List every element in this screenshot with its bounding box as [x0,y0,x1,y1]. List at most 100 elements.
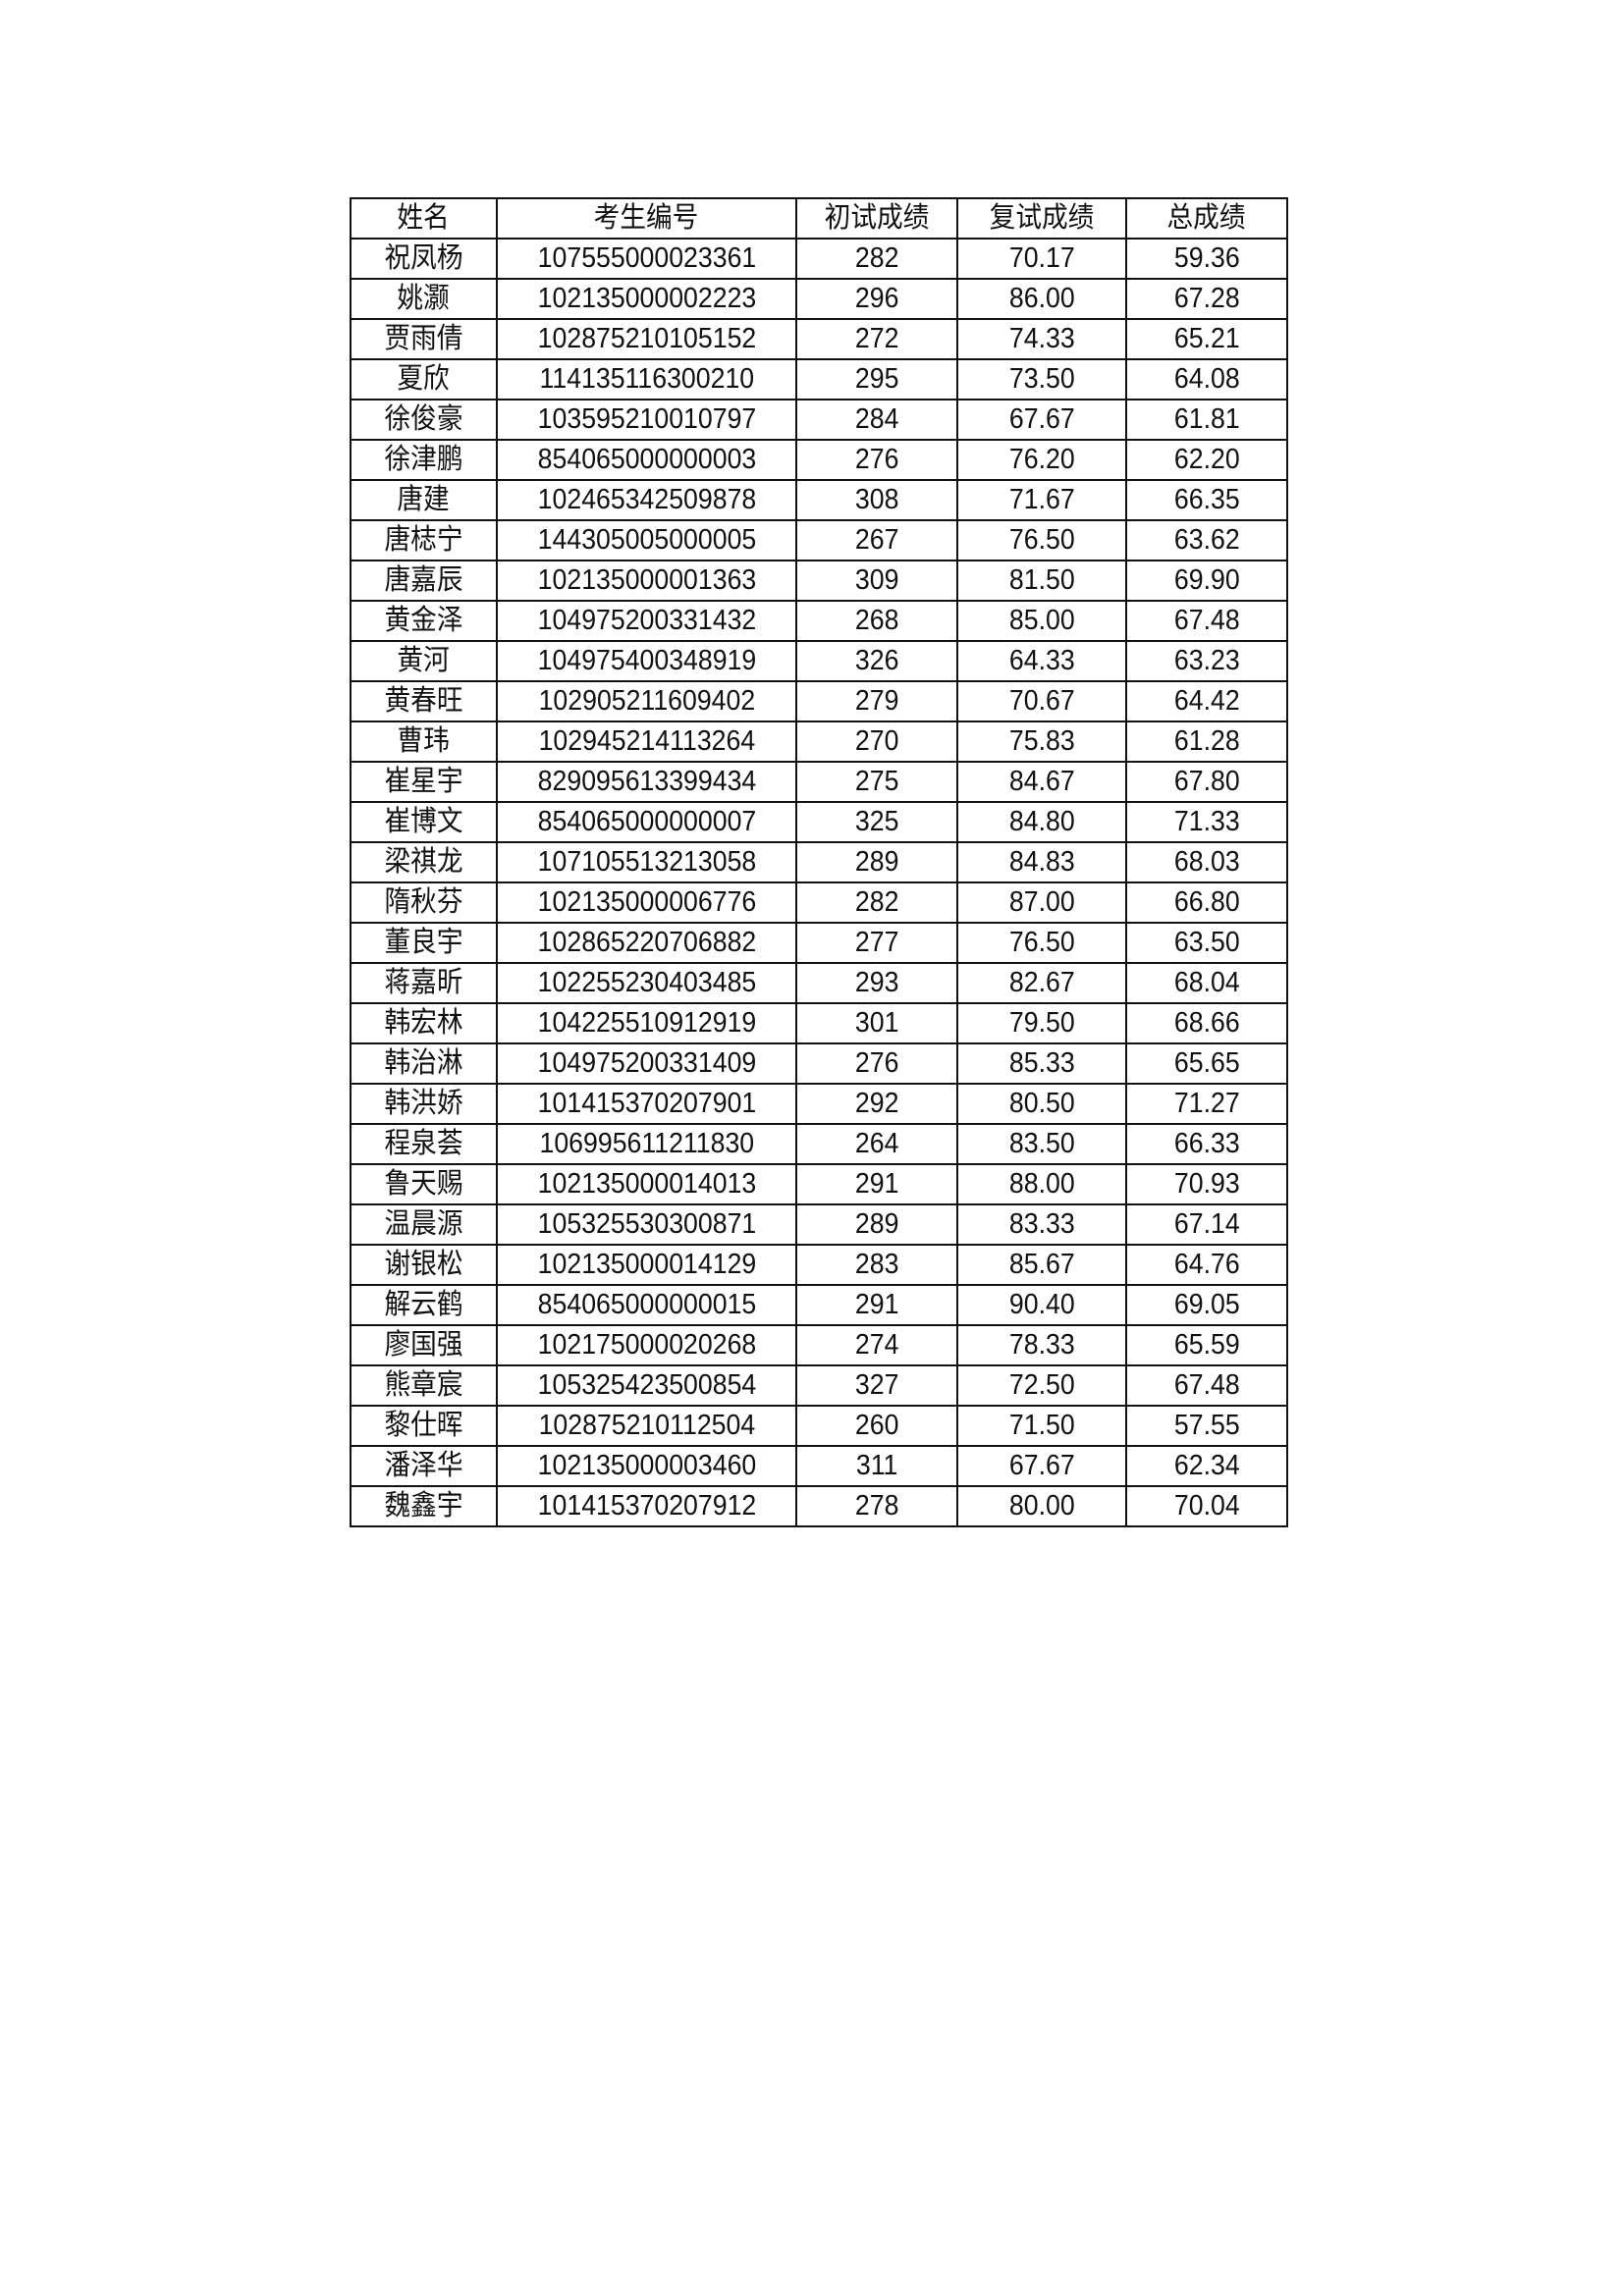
cell-value: 71.27 [1173,1088,1240,1119]
cell-value: 83.33 [1008,1208,1075,1240]
table-row: 鲁天赐 102135000014013 291 88.00 70.93 [350,1163,1288,1205]
cell-name: 梁祺龙 [350,841,498,883]
cell-initial-score: 270 [795,721,958,763]
cell-retest-score: 86.00 [956,278,1127,320]
table-row: 黄金泽 104975200331432 268 85.00 67.48 [350,600,1288,642]
cell-value: 熊章宸 [384,1369,463,1401]
cell-value: 104975200331409 [537,1047,756,1079]
cell-value: 65.21 [1173,323,1240,354]
cell-retest-score: 81.50 [956,560,1127,602]
cell-total-score: 67.28 [1125,278,1288,320]
cell-value: 854065000000003 [537,444,756,475]
cell-initial-score: 282 [795,881,958,924]
cell-value: 鲁天赐 [384,1168,463,1200]
cell-initial-score: 295 [795,358,958,400]
cell-value: 102905211609402 [538,685,755,717]
cell-retest-score: 80.50 [956,1083,1127,1125]
cell-exam-id: 144305005000005 [496,519,797,561]
cell-value: 76.50 [1008,524,1075,556]
cell-value: 唐梽宁 [384,524,463,556]
cell-value: 解云鹤 [384,1289,463,1320]
cell-name: 夏欣 [350,358,498,400]
cell-value: 61.81 [1173,403,1240,435]
table-row: 潘泽华 102135000003460 311 67.67 62.34 [350,1445,1288,1487]
cell-retest-score: 79.50 [956,1002,1127,1044]
cell-initial-score: 296 [795,278,958,320]
cell-exam-id: 102135000014129 [496,1244,797,1286]
cell-total-score: 65.59 [1125,1324,1288,1366]
cell-name: 唐建 [350,479,498,521]
cell-initial-score: 260 [795,1405,958,1447]
cell-exam-id: 107555000023361 [496,238,797,280]
cell-initial-score: 272 [795,318,958,360]
cell-initial-score: 267 [795,519,958,561]
cell-retest-score: 71.50 [956,1405,1127,1447]
cell-name: 黄金泽 [350,600,498,642]
table-row: 徐津鹏 854065000000003 276 76.20 62.20 [350,439,1288,481]
cell-initial-score: 289 [795,841,958,883]
cell-value: 70.04 [1173,1490,1240,1522]
table-row: 廖国强 102175000020268 274 78.33 65.59 [350,1324,1288,1366]
cell-total-score: 67.48 [1125,1364,1288,1407]
cell-value: 贾雨倩 [384,323,463,354]
cell-value: 韩宏林 [384,1007,463,1039]
cell-name: 黎仕晖 [350,1405,498,1447]
cell-value: 65.59 [1173,1329,1240,1361]
cell-value: 62.20 [1173,444,1240,475]
cell-total-score: 71.33 [1125,801,1288,843]
cell-value: 63.23 [1173,645,1240,676]
cell-value: 114135116300210 [539,363,754,395]
column-header-name: 姓名 [350,197,498,240]
cell-value: 85.67 [1008,1249,1075,1280]
cell-value: 102135000003460 [537,1450,756,1481]
cell-value: 102135000006776 [537,886,756,918]
cell-value: 284 [854,403,899,435]
cell-value: 67.48 [1173,1369,1240,1401]
cell-value: 144305005000005 [537,524,756,556]
cell-retest-score: 88.00 [956,1163,1127,1205]
cell-exam-id: 107105513213058 [496,841,797,883]
cell-initial-score: 276 [795,439,958,481]
cell-initial-score: 301 [795,1002,958,1044]
table-row: 温晨源 105325530300871 289 83.33 67.14 [350,1203,1288,1246]
cell-initial-score: 275 [795,761,958,803]
cell-exam-id: 102465342509878 [496,479,797,521]
cell-value: 102135000014013 [537,1168,756,1200]
cell-name: 祝凤杨 [350,238,498,280]
cell-value: 325 [854,806,899,837]
cell-retest-score: 90.40 [956,1284,1127,1326]
cell-exam-id: 101415370207912 [496,1485,797,1527]
cell-exam-id: 102135000014013 [496,1163,797,1205]
cell-exam-id: 102135000002223 [496,278,797,320]
cell-name: 韩洪娇 [350,1083,498,1125]
table-row: 崔星宇 829095613399434 275 84.67 67.80 [350,761,1288,803]
cell-value: 魏鑫宇 [384,1490,463,1522]
cell-value: 102865220706882 [537,927,756,958]
column-header-retest-score: 复试成绩 [956,197,1127,240]
cell-name: 隋秋芬 [350,881,498,924]
cell-initial-score: 264 [795,1123,958,1165]
cell-value: 309 [854,564,899,596]
cell-value: 274 [854,1329,899,1361]
cell-value: 隋秋芬 [384,886,463,918]
cell-value: 57.55 [1173,1410,1240,1441]
cell-retest-score: 85.67 [956,1244,1127,1286]
cell-name: 谢银松 [350,1244,498,1286]
cell-value: 81.50 [1008,564,1075,596]
table-row: 夏欣 114135116300210 295 73.50 64.08 [350,358,1288,400]
cell-total-score: 67.80 [1125,761,1288,803]
table-row: 韩治淋 104975200331409 276 85.33 65.65 [350,1042,1288,1085]
cell-value: 徐俊豪 [384,403,463,435]
cell-value: 85.33 [1008,1047,1075,1079]
cell-value: 102945214113264 [538,725,755,757]
cell-value: 854065000000015 [537,1289,756,1320]
cell-name: 崔星宇 [350,761,498,803]
cell-total-score: 64.42 [1125,680,1288,722]
cell-retest-score: 67.67 [956,399,1127,441]
cell-exam-id: 829095613399434 [496,761,797,803]
column-header-initial-score: 初试成绩 [795,197,958,240]
cell-initial-score: 282 [795,238,958,280]
cell-total-score: 66.33 [1125,1123,1288,1165]
cell-total-score: 61.28 [1125,721,1288,763]
cell-value: 温晨源 [384,1208,463,1240]
